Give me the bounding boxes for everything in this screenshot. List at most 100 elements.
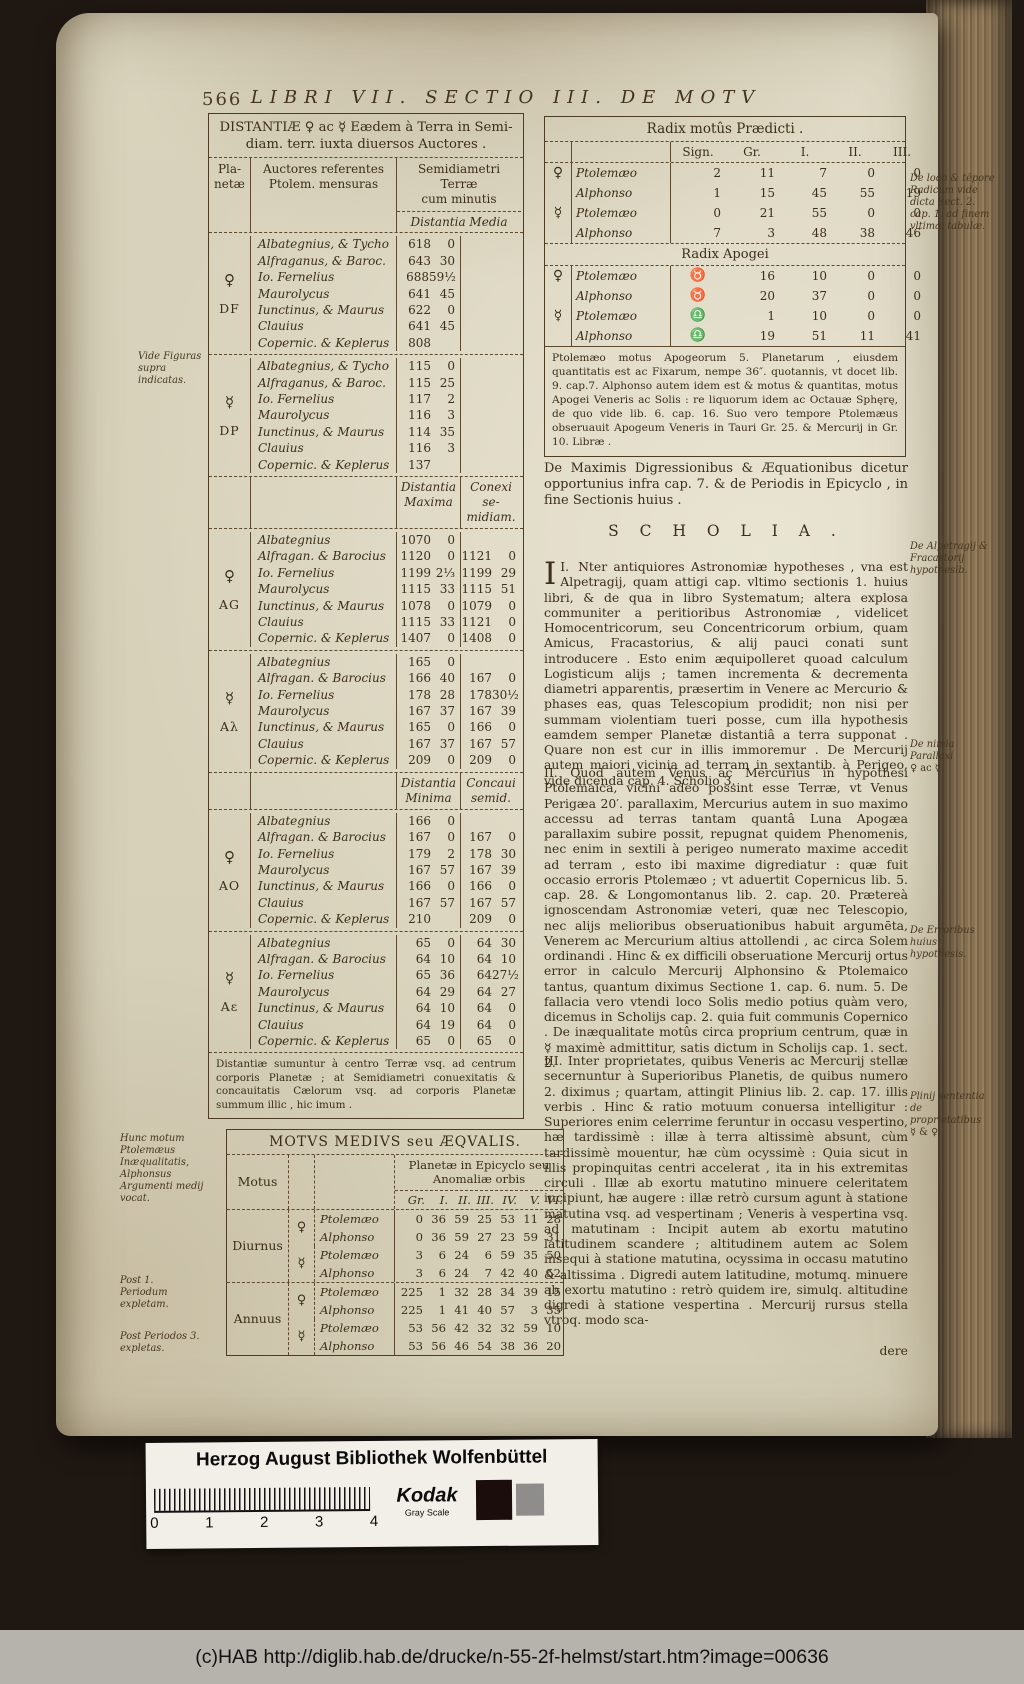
value-cell: 53 <box>408 1338 423 1353</box>
value-cell-2: 1115 51 <box>461 581 521 597</box>
value-cell-2: 1408 0 <box>461 630 521 646</box>
value-cell-2 <box>461 253 521 269</box>
value-cell: 114 35 <box>397 423 461 441</box>
drop-cap: I <box>544 556 557 592</box>
value-cell: 39 <box>523 1284 538 1299</box>
value-cell: 688 59½ <box>397 269 461 286</box>
scholia-paragraph-1: I. I Nter antiquiores Astronomiæ hypothese… <box>544 559 908 788</box>
value-number: 1199 <box>461 565 492 580</box>
value-minutes: 33 <box>439 615 455 630</box>
value-cell: 167 57 <box>397 894 461 912</box>
block-code: AO <box>218 877 241 893</box>
value-cell-2: 167 0 <box>461 829 521 845</box>
value-minutes: 2⅓ <box>435 565 455 580</box>
calibration-patch-dark <box>475 1479 513 1521</box>
value-cell: 23 <box>500 1229 515 1244</box>
value-number: 1115 <box>461 582 492 597</box>
value-cell: 618 0 <box>397 236 461 253</box>
subheader-right: Concaui semid. <box>461 773 521 809</box>
value-cell: 15 <box>759 186 775 200</box>
value-minutes: 0 <box>447 830 455 845</box>
value-cell-2 <box>461 440 521 456</box>
subheader-line: Distantia <box>400 480 457 494</box>
value-cell-2 <box>461 532 521 548</box>
author-cell: Io. Fernelius <box>251 390 397 408</box>
value-cell: 48 <box>811 226 827 240</box>
value-number: 641 <box>408 319 431 334</box>
value-cell: 53 <box>408 1320 423 1335</box>
value-number: 167 <box>469 704 492 719</box>
value-minutes: 0 <box>508 830 516 845</box>
distantiae-table-title: DISTANTIÆ ♀ ac ☿ Eædem à Terra in Semi- … <box>209 114 523 159</box>
value-cell: 3 <box>767 226 775 240</box>
value-cell: 0 <box>867 289 875 303</box>
author-cell: Maurolycus <box>251 703 397 720</box>
value-cell: 3 <box>530 1302 538 1317</box>
author-cell: Ptolemæo <box>571 306 671 326</box>
subheader-line: Concaui <box>466 775 516 790</box>
value-cell-2: 64 0 <box>461 1017 521 1033</box>
value-minutes: 0 <box>508 753 516 768</box>
value-cell: 19 <box>905 186 921 200</box>
value-cell: 167 37 <box>397 703 461 720</box>
value-cell: 42 <box>454 1320 469 1335</box>
value-cell: 40 <box>523 1265 538 1280</box>
value-cell: 65 0 <box>397 934 461 951</box>
value-minutes: 0 <box>447 237 455 252</box>
value-minutes: 0 <box>508 549 516 564</box>
author-cell: Io. Fernelius <box>251 967 397 984</box>
value-cell: 40 <box>477 1302 492 1317</box>
value-minutes: 25 <box>439 375 455 390</box>
planet-symbol <box>545 183 571 203</box>
zodiac-symbol: ♉ <box>689 268 707 283</box>
table-block: ♀ AG Albategnius 1070 0 Alfragan. & Barocius 1… <box>209 528 523 650</box>
motus-title: MOTVS MEDIVS seu ÆQVALIS. <box>227 1130 563 1155</box>
author-cell: Copernic. & Keplerus <box>251 752 397 769</box>
block-code: DF <box>219 301 240 317</box>
planet-symbol: ♀ <box>289 1209 315 1246</box>
value-number: 166 <box>469 720 492 735</box>
value-number: 64 <box>476 951 492 966</box>
table-row: Alphonso ♉ 20 37 0 0 <box>545 286 921 306</box>
value-number: 165 <box>408 654 431 669</box>
scholia-paragraph-2: II. Quod autem Venus ac Mercurius in hyp… <box>544 765 908 1070</box>
value-number: 1120 <box>400 549 431 564</box>
motus-col-label: III. <box>476 1192 494 1207</box>
value-cell: 1120 0 <box>397 548 461 565</box>
planet-symbol: ♀ <box>552 268 564 284</box>
value-cell: 6 <box>484 1247 492 1262</box>
zodiac-symbol: ♎ <box>689 328 707 343</box>
value-number: 1121 <box>461 615 492 630</box>
col-epicyclo: Planetæ in Epicyclo seu Anomaliæ orbis <box>395 1155 563 1191</box>
block-code: DP <box>219 423 240 439</box>
block-code: Aε <box>220 999 239 1015</box>
value-cell: 166 40 <box>397 670 461 687</box>
value-cell: 0 <box>867 206 875 220</box>
value-cell-2 <box>461 286 521 302</box>
value-cell-2: 166 0 <box>461 719 521 735</box>
table-row: ♀ Ptolemæo 2 11 7 0 0 <box>545 163 921 183</box>
value-cell: 0 <box>867 166 875 180</box>
sub-distantia-media: Distantia Media <box>397 211 521 232</box>
value-cell: 209 0 <box>397 752 461 769</box>
value-cell-2: 64 27½ <box>461 967 521 983</box>
author-cell: Clauius <box>251 1016 397 1033</box>
distantiae-table-body: ♀ DF Albategnius, & Tycho 618 0 Alfraganus, &… <box>209 232 523 1052</box>
author-cell: Clauius <box>251 318 397 335</box>
value-minutes: 3 <box>447 441 455 456</box>
author-cell: Iunctinus, & Maurus <box>251 597 397 615</box>
value-cell: 225 <box>400 1302 423 1317</box>
value-number: 209 <box>408 753 431 768</box>
value-cell: 10 <box>811 269 827 283</box>
value-number: 1115 <box>400 582 431 597</box>
motus-medius-table: MOTVS MEDIVS seu ÆQVALIS. Motus Planetæ … <box>226 1129 564 1356</box>
kodak-logo: Kodak Gray Scale <box>396 1484 458 1518</box>
value-cell: 42 <box>500 1265 515 1280</box>
author-cell: Alfraganus, & Baroc. <box>251 374 397 391</box>
value-cell-2: 1121 0 <box>461 614 521 630</box>
value-cell-2 <box>461 358 521 374</box>
value-cell: 0 <box>867 309 875 323</box>
value-cell: 31 <box>546 1229 561 1244</box>
value-cell-2 <box>461 654 521 670</box>
value-number: 65 <box>415 1033 431 1048</box>
